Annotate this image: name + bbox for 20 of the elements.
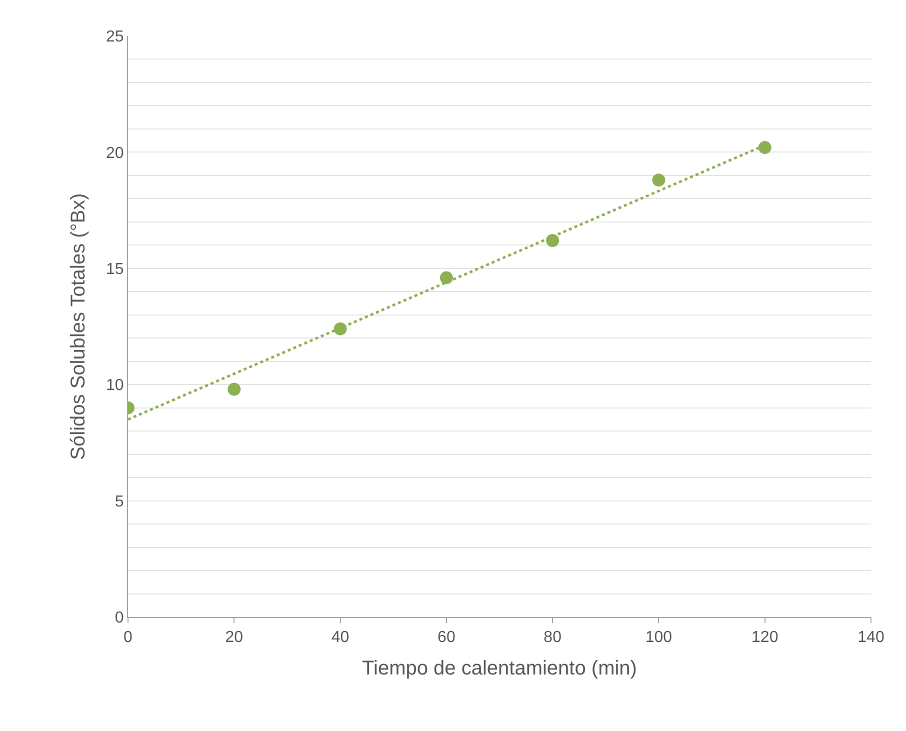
y-axis-title: Sólidos Solubles Totales (°Bx) — [68, 193, 90, 460]
x-tick-label: 100 — [645, 629, 672, 646]
point — [228, 382, 241, 396]
y-tick-label: 10 — [106, 377, 124, 394]
x-tick-label: 20 — [225, 629, 244, 646]
x-tick-label: 60 — [438, 629, 456, 646]
point — [758, 141, 772, 154]
x-tick-label: 140 — [858, 629, 884, 646]
x-tick-label: 40 — [331, 629, 350, 646]
y-tick-label: 15 — [106, 261, 124, 278]
point — [440, 271, 453, 284]
y-tick-label: 0 — [114, 610, 124, 627]
y-tick-label: 25 — [106, 28, 124, 46]
x-axis-title: Tiempo de calentamiento (min) — [362, 658, 637, 680]
x-tick-label: 120 — [752, 629, 778, 646]
y-tick-label: 20 — [106, 144, 124, 162]
y-tick-label: 5 — [114, 493, 124, 510]
point — [546, 234, 560, 248]
x-tick-label: 80 — [544, 629, 562, 646]
point — [652, 174, 666, 187]
